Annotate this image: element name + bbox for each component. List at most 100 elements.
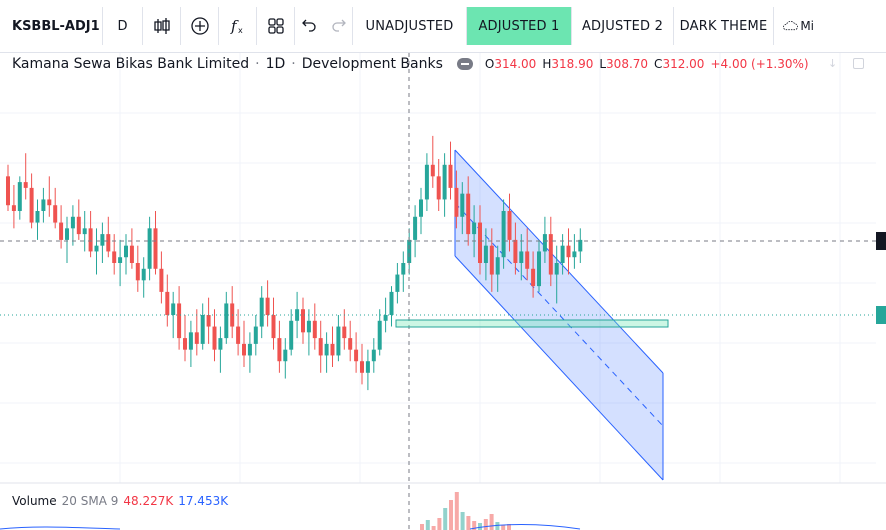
candle-body — [395, 274, 400, 292]
candle-body — [41, 199, 46, 211]
undo-icon[interactable] — [301, 16, 317, 36]
candle-body — [253, 326, 258, 344]
candle-body — [548, 234, 553, 275]
volume-bar — [507, 524, 511, 530]
candle-body — [277, 338, 282, 362]
channel-lower-line[interactable] — [454, 255, 664, 481]
candle-body — [442, 164, 447, 200]
candle-body — [401, 263, 406, 275]
adjusted-1-button[interactable]: ADJUSTED 1 — [467, 7, 571, 45]
volume-bar — [437, 518, 442, 530]
close-value: 312.00 — [662, 57, 705, 71]
candle-body — [489, 245, 494, 275]
candle-body — [242, 343, 246, 356]
interval-button[interactable]: D — [103, 7, 143, 45]
hide-series-icon[interactable] — [456, 58, 473, 70]
redo-icon[interactable] — [331, 16, 347, 36]
candle-body — [295, 309, 300, 321]
candle-body — [153, 228, 158, 269]
volume-bar — [460, 512, 465, 530]
candle-body — [324, 343, 329, 356]
unadjusted-button[interactable]: UNADJUSTED — [353, 7, 467, 45]
candle-body — [542, 234, 547, 252]
candle-body — [424, 164, 429, 200]
candle-body — [436, 176, 441, 200]
crosshair — [0, 53, 876, 530]
price-chart[interactable] — [0, 53, 886, 530]
more-menu-button[interactable]: Mi — [774, 7, 824, 45]
dark-theme-button[interactable]: DARK THEME — [674, 7, 774, 45]
volume-bar — [489, 514, 494, 530]
candle-body — [236, 326, 241, 344]
candle-body — [23, 182, 28, 188]
candle-body — [525, 251, 530, 269]
legend-maximize-icon[interactable] — [853, 58, 864, 69]
candle-body — [159, 268, 164, 292]
change-value: +4.00 (+1.30%) — [710, 57, 809, 71]
candle-body — [513, 239, 518, 263]
legend-exchange: Development Banks — [301, 56, 443, 72]
legend-separator: · — [291, 56, 296, 72]
candle-body — [572, 251, 577, 258]
candles-series — [6, 135, 583, 391]
legend-arrow-down-icon[interactable]: ↓ — [828, 57, 838, 70]
candle-body — [531, 268, 536, 287]
candle-body — [365, 361, 370, 373]
channel-middle-line[interactable] — [454, 202, 664, 427]
volume-params: 20 SMA 9 — [61, 494, 119, 508]
candle-body — [478, 222, 482, 263]
candle-body — [312, 320, 317, 339]
candle-body — [147, 228, 152, 269]
candle-body — [407, 239, 412, 263]
layout-grid-icon[interactable] — [257, 7, 295, 45]
highlight-rectangle-drawing[interactable] — [395, 319, 669, 328]
volume-sma-value: 17.453K — [178, 494, 229, 508]
candle-body — [65, 228, 69, 240]
candle-body — [259, 297, 264, 327]
candle-body — [188, 332, 193, 350]
volume-bar — [425, 520, 430, 530]
candle-body — [11, 205, 16, 211]
volume-bar — [431, 526, 436, 530]
channel-fill — [455, 150, 663, 480]
volume-sma-line — [0, 524, 581, 530]
adjusted-2-button[interactable]: ADJUSTED 2 — [571, 7, 674, 45]
candle-body — [483, 245, 488, 263]
chart-grid — [0, 53, 886, 484]
overlay-drawings — [0, 314, 876, 328]
series-legend: Kamana Sewa Bikas Bank Limited · 1D · De… — [12, 55, 809, 73]
volume-label[interactable]: Volume — [12, 494, 57, 508]
symbol-search-button[interactable]: KSBBL-ADJ1 — [0, 7, 103, 45]
candle-body — [118, 257, 123, 263]
candle-body — [47, 199, 52, 206]
candle-body — [76, 216, 81, 235]
candle-body — [129, 245, 134, 263]
volume-bar — [454, 492, 459, 530]
more-menu-label: Mi — [800, 19, 814, 33]
candle-body — [519, 251, 524, 263]
volume-bar — [449, 500, 453, 530]
parallel-channel-drawing[interactable] — [454, 149, 664, 481]
channel-upper-line[interactable] — [454, 149, 664, 374]
candle-body — [206, 315, 211, 327]
candle-body — [472, 222, 477, 235]
volume-bar — [443, 508, 448, 530]
candle-body — [59, 222, 64, 240]
candle-body — [177, 303, 182, 339]
candle-body — [413, 216, 418, 240]
close-label: C — [654, 57, 663, 71]
candle-body — [537, 251, 541, 287]
compare-add-icon[interactable] — [181, 7, 219, 45]
symbol-title[interactable]: Kamana Sewa Bikas Bank Limited — [12, 56, 250, 72]
candle-body — [6, 176, 10, 206]
high-value: 318.90 — [551, 57, 594, 71]
volume-bar — [483, 519, 488, 530]
candle-body — [70, 216, 75, 229]
candle-body — [124, 245, 128, 258]
candle-body — [560, 245, 565, 263]
chart-type-candles-icon[interactable] — [143, 7, 181, 45]
candle-body — [383, 315, 388, 321]
